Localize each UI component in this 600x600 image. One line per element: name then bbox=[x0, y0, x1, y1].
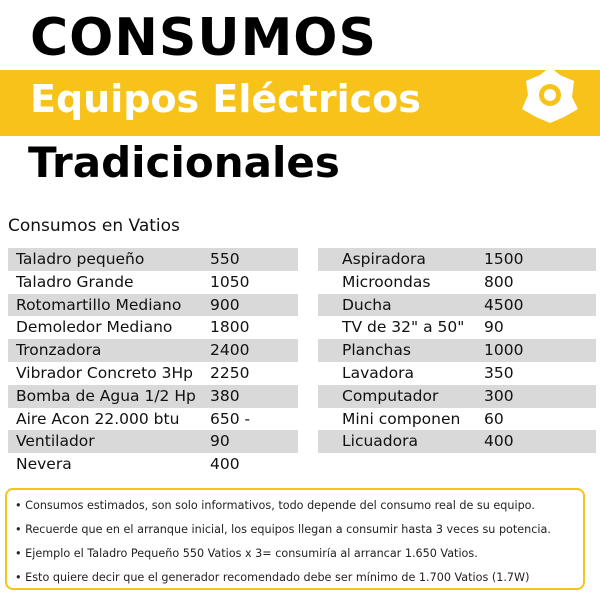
bullet: • bbox=[15, 571, 26, 584]
note: • Ejemplo el Taladro Pequeño 550 Vatios … bbox=[7, 542, 583, 566]
table-row: TV de 32" a 50" 90 bbox=[318, 316, 596, 339]
watts: 1050 bbox=[210, 272, 250, 291]
equipment: Ducha bbox=[342, 295, 392, 314]
equipment: Planchas bbox=[342, 341, 411, 360]
watts: 2250 bbox=[210, 363, 250, 382]
table-row: Mini componen 60 bbox=[318, 408, 596, 431]
subtitle-2: Tradicionales bbox=[28, 138, 340, 187]
equipment: Mini componen bbox=[342, 409, 461, 428]
table-row: Taladro pequeño 550 bbox=[8, 248, 298, 271]
equipment: Licuadora bbox=[342, 432, 418, 451]
table-row: Licuadora 400 bbox=[318, 430, 596, 454]
note-text: Recuerde que en el arranque inicial, los… bbox=[25, 523, 551, 536]
table-row: Bomba de Agua 1/2 Hp 380 bbox=[8, 384, 298, 408]
gear-icon bbox=[522, 67, 578, 123]
watts: 380 bbox=[210, 386, 240, 405]
equipment: Computador bbox=[342, 386, 439, 405]
equipment: Bomba de Agua 1/2 Hp bbox=[16, 386, 196, 405]
table-row: Tronzadora 2400 bbox=[8, 339, 298, 362]
watts: 1500 bbox=[484, 250, 524, 268]
watts: 1000 bbox=[484, 341, 524, 360]
watts: 90 bbox=[484, 318, 504, 337]
table-row: Lavadora 350 bbox=[318, 362, 596, 385]
watts: 2400 bbox=[210, 341, 250, 360]
table-row: Vibrador Concreto 3Hp 2250 bbox=[8, 362, 298, 385]
watts: 800 bbox=[484, 272, 514, 291]
table-row: Rotomartillo Mediano 900 bbox=[8, 293, 298, 317]
note: • Esto quiere decir que el generador rec… bbox=[7, 566, 583, 590]
note-text: Esto quiere decir que el generador recom… bbox=[25, 571, 530, 584]
equipment: Demoledor Mediano bbox=[16, 318, 173, 337]
table: Aspiradora 1500 Microondas 800 Ducha 4500 TV d… bbox=[318, 248, 596, 454]
table: Taladro pequeño 550 Taladro Grande 1050 Roto… bbox=[8, 248, 298, 476]
equipment: Vibrador Concreto 3Hp bbox=[16, 363, 193, 382]
bullet: • bbox=[15, 499, 26, 512]
equipment: Taladro pequeño bbox=[16, 250, 145, 268]
equipment: Tronzadora bbox=[16, 341, 102, 360]
title: CONSUMOS bbox=[30, 8, 377, 68]
equipment: Microondas bbox=[342, 272, 431, 291]
watts: 300 bbox=[484, 386, 514, 405]
watts: 4500 bbox=[484, 295, 524, 314]
notes-box: • Consumos estimados, son solo informati… bbox=[5, 488, 585, 590]
equipment: TV de 32" a 50" bbox=[342, 318, 465, 337]
table-row: Ventilador 90 bbox=[8, 430, 298, 454]
section-title: Consumos en Vatios bbox=[8, 216, 180, 236]
watts: 60 bbox=[484, 409, 504, 428]
bullet: • bbox=[15, 547, 26, 560]
watts: 400 bbox=[210, 455, 240, 474]
watts: 350 bbox=[484, 363, 514, 382]
note-text: Ejemplo el Taladro Pequeño 550 Vatios x … bbox=[25, 547, 478, 560]
bullet: • bbox=[15, 523, 26, 536]
table-row: Microondas 800 bbox=[318, 271, 596, 294]
watts: 900 bbox=[210, 295, 240, 314]
note: • Recuerde que en el arranque inicial, l… bbox=[7, 518, 583, 542]
banner bbox=[0, 70, 600, 136]
table-row: Demoledor Mediano 1800 bbox=[8, 316, 298, 339]
equipment: Aire Acon 22.000 btu bbox=[16, 409, 180, 428]
note: • Consumos estimados, son solo informati… bbox=[7, 494, 583, 518]
table-row: Computador 300 bbox=[318, 384, 596, 408]
equipment: Rotomartillo Mediano bbox=[16, 295, 182, 314]
equipment: Ventilador bbox=[16, 432, 95, 451]
watts: 1800 bbox=[210, 318, 250, 337]
equipment: Aspiradora bbox=[342, 250, 426, 268]
note-text: Consumos estimados, son solo informativo… bbox=[25, 499, 535, 512]
equipment: Taladro Grande bbox=[16, 272, 134, 291]
watts: 550 bbox=[210, 250, 240, 268]
equipment: Nevera bbox=[16, 455, 72, 474]
table-row: Planchas 1000 bbox=[318, 339, 596, 362]
table-row: Nevera 400 bbox=[8, 453, 298, 476]
watts: 90 bbox=[210, 432, 230, 451]
table-row: Aspiradora 1500 bbox=[318, 248, 596, 271]
table-row: Taladro Grande 1050 bbox=[8, 271, 298, 294]
equipment: Lavadora bbox=[342, 363, 414, 382]
subtitle: Equipos Eléctricos bbox=[30, 77, 421, 121]
watts: 400 bbox=[484, 432, 514, 451]
table-row: Ducha 4500 bbox=[318, 293, 596, 317]
